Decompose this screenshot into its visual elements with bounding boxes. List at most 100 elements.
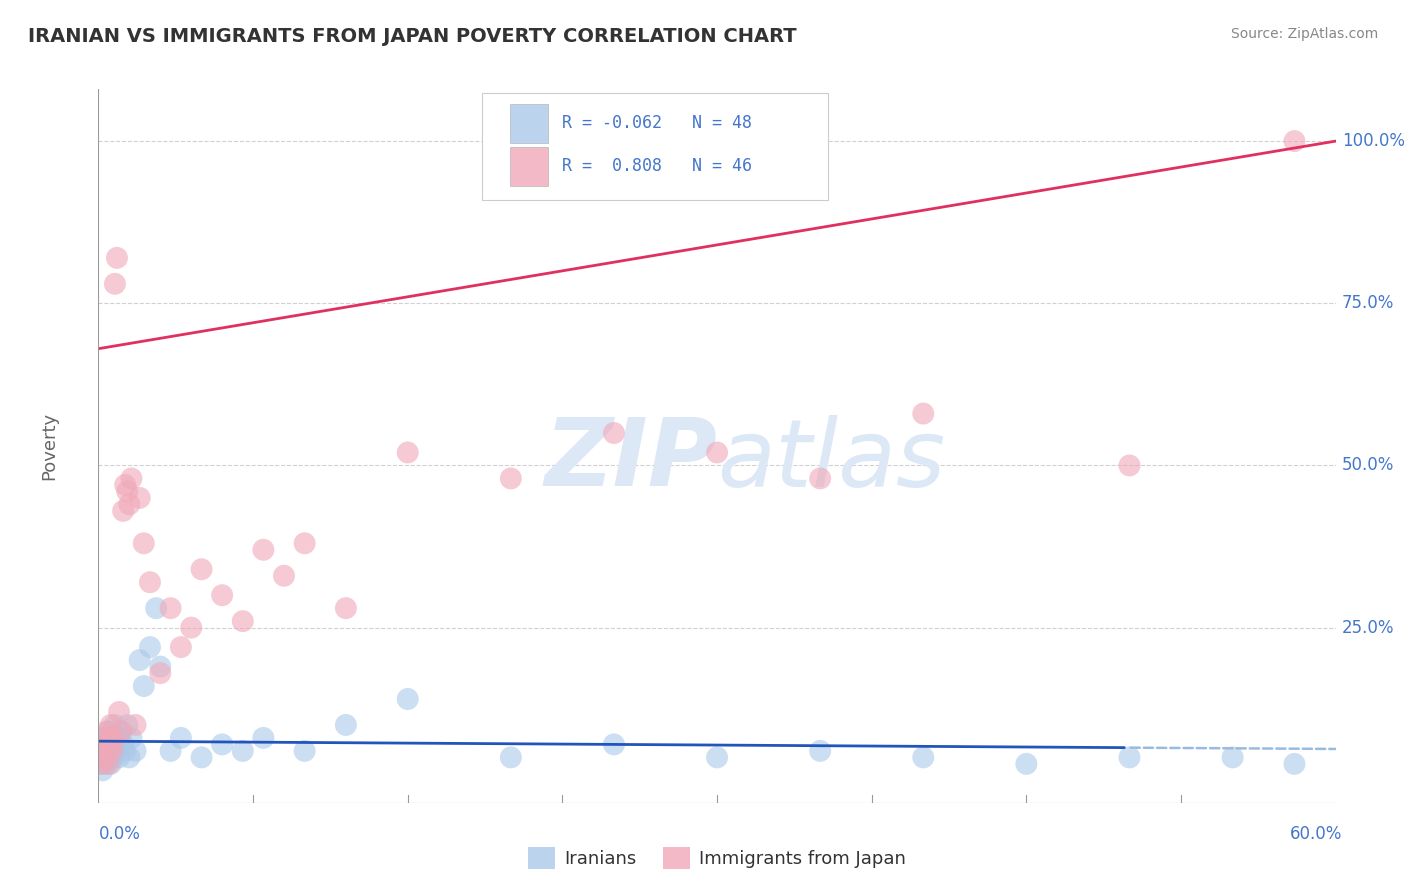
Point bbox=[396, 692, 419, 706]
Point bbox=[100, 738, 122, 752]
Point bbox=[105, 744, 128, 758]
Point bbox=[110, 724, 132, 739]
FancyBboxPatch shape bbox=[482, 93, 828, 200]
Point bbox=[1118, 750, 1140, 764]
Point bbox=[1015, 756, 1038, 771]
Point bbox=[104, 731, 127, 745]
Point bbox=[603, 425, 626, 440]
Point bbox=[91, 744, 114, 758]
Point bbox=[190, 750, 212, 764]
Point bbox=[108, 705, 131, 719]
Point bbox=[97, 724, 120, 739]
Point bbox=[89, 750, 111, 764]
Point bbox=[104, 718, 127, 732]
Point bbox=[132, 679, 155, 693]
Point bbox=[211, 738, 233, 752]
Point bbox=[252, 731, 274, 745]
Point bbox=[104, 738, 127, 752]
Bar bbox=[510, 103, 547, 143]
Point bbox=[97, 731, 120, 745]
Point bbox=[120, 471, 142, 485]
Point bbox=[117, 718, 139, 732]
Point bbox=[808, 471, 831, 485]
Point bbox=[335, 601, 357, 615]
Point bbox=[93, 738, 115, 752]
Point bbox=[1118, 458, 1140, 473]
Point bbox=[499, 471, 522, 485]
Point bbox=[101, 744, 124, 758]
Point bbox=[93, 731, 115, 745]
Point bbox=[96, 744, 118, 758]
Point bbox=[273, 568, 295, 582]
Point bbox=[97, 750, 120, 764]
Point bbox=[139, 575, 162, 590]
Point bbox=[93, 750, 115, 764]
Point bbox=[252, 542, 274, 557]
Text: R = -0.062   N = 48: R = -0.062 N = 48 bbox=[562, 114, 752, 132]
Point bbox=[190, 562, 212, 576]
Point bbox=[211, 588, 233, 602]
Point bbox=[118, 497, 141, 511]
Point bbox=[499, 750, 522, 764]
Point bbox=[603, 738, 626, 752]
Point bbox=[120, 731, 142, 745]
Point bbox=[1284, 756, 1306, 771]
Point bbox=[128, 491, 150, 505]
Point bbox=[145, 601, 167, 615]
Text: Source: ZipAtlas.com: Source: ZipAtlas.com bbox=[1230, 27, 1378, 41]
Point bbox=[96, 756, 118, 771]
Point bbox=[159, 744, 181, 758]
Point bbox=[170, 731, 193, 745]
Point bbox=[232, 744, 254, 758]
Point bbox=[104, 277, 127, 291]
Point bbox=[396, 445, 419, 459]
Point bbox=[93, 750, 115, 764]
Bar bbox=[510, 146, 547, 186]
Point bbox=[112, 504, 135, 518]
Text: 50.0%: 50.0% bbox=[1341, 457, 1395, 475]
Text: IRANIAN VS IMMIGRANTS FROM JAPAN POVERTY CORRELATION CHART: IRANIAN VS IMMIGRANTS FROM JAPAN POVERTY… bbox=[28, 27, 797, 45]
Point bbox=[170, 640, 193, 654]
Point bbox=[114, 744, 136, 758]
Point bbox=[108, 731, 131, 745]
Point bbox=[128, 653, 150, 667]
Point bbox=[96, 738, 118, 752]
Point bbox=[1284, 134, 1306, 148]
Point bbox=[159, 601, 181, 615]
Point bbox=[89, 731, 111, 745]
Text: ZIP: ZIP bbox=[544, 414, 717, 507]
Point bbox=[706, 445, 728, 459]
Point bbox=[112, 738, 135, 752]
Point bbox=[808, 744, 831, 758]
Point bbox=[132, 536, 155, 550]
Point bbox=[139, 640, 162, 654]
Point bbox=[97, 756, 120, 771]
Point bbox=[124, 744, 146, 758]
Point bbox=[108, 750, 131, 764]
Point bbox=[100, 718, 122, 732]
Text: atlas: atlas bbox=[717, 415, 945, 506]
Point bbox=[89, 756, 111, 771]
Point bbox=[294, 744, 316, 758]
Point bbox=[706, 750, 728, 764]
Point bbox=[101, 731, 124, 745]
Point bbox=[124, 718, 146, 732]
Point bbox=[335, 718, 357, 732]
Point bbox=[118, 750, 141, 764]
Point bbox=[100, 756, 122, 771]
Point bbox=[100, 744, 122, 758]
Text: 0.0%: 0.0% bbox=[98, 825, 141, 843]
Text: 100.0%: 100.0% bbox=[1341, 132, 1405, 150]
Point bbox=[105, 251, 128, 265]
Point bbox=[149, 659, 172, 673]
Point bbox=[232, 614, 254, 628]
Point bbox=[294, 536, 316, 550]
Point bbox=[1222, 750, 1244, 764]
Point bbox=[180, 621, 202, 635]
Point bbox=[110, 724, 132, 739]
Legend: Iranians, Immigrants from Japan: Iranians, Immigrants from Japan bbox=[520, 839, 914, 876]
Point bbox=[912, 407, 935, 421]
Point bbox=[91, 764, 114, 778]
Point bbox=[114, 478, 136, 492]
Point bbox=[117, 484, 139, 499]
